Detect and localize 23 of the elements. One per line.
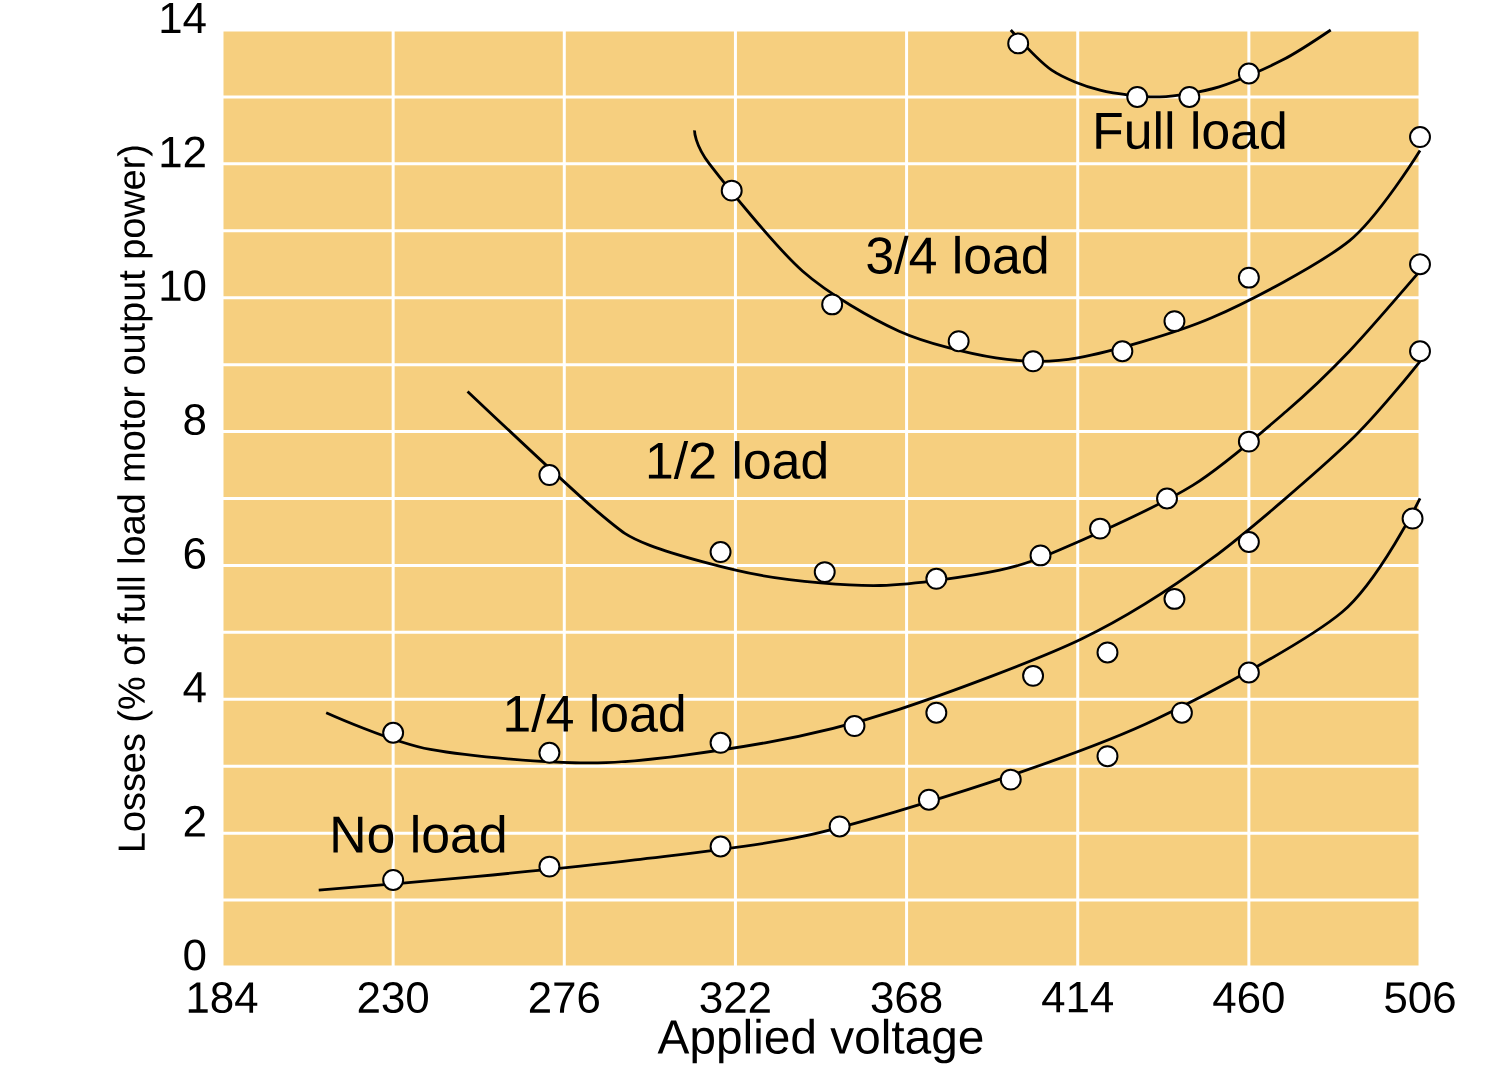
y-tick-label: 6 [184, 537, 206, 569]
x-tick-label: 276 [529, 982, 599, 1014]
y-tick-label: 0 [184, 939, 206, 971]
annotation: 1/4 load [506, 694, 684, 733]
x-axis-title: Applied voltage [657, 1018, 983, 1064]
annotation: No load [333, 814, 505, 853]
x-tick-label: 230 [358, 982, 428, 1014]
x-tick-label: 506 [1385, 982, 1455, 1014]
y-tick-label: 2 [184, 805, 205, 837]
x-tick-label: 184 [188, 982, 258, 1014]
y-tick-label: 12 [161, 136, 205, 168]
x-tick-label: 460 [1213, 982, 1284, 1014]
y-tick-label: 10 [161, 270, 206, 302]
x-tick-label: 322 [700, 982, 770, 1014]
annotation: Full load [1096, 111, 1285, 150]
annotation: 3/4 load [867, 235, 1047, 274]
y-tick-label: 14 [161, 2, 206, 34]
y-axis-title: Losses (% of full load motor output power) [117, 146, 153, 850]
y-tick-label: 4 [183, 672, 206, 703]
annotation: 1/2 load [648, 441, 826, 480]
x-tick-label: 368 [871, 982, 942, 1014]
x-tick-label: 414 [1042, 982, 1113, 1013]
y-tick-label: 8 [184, 404, 206, 436]
